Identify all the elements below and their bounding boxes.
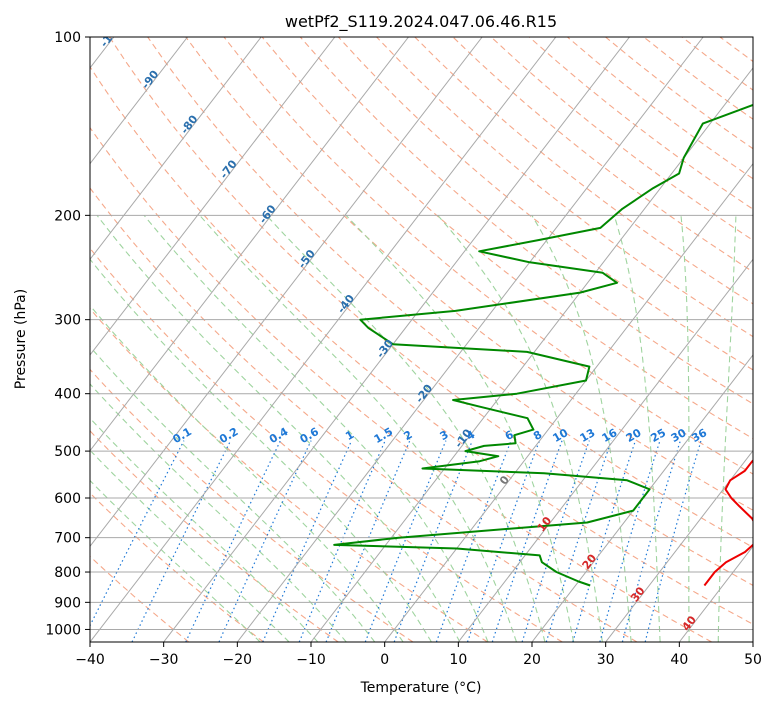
isotherm-line bbox=[90, 37, 336, 356]
x-tick-label: 50 bbox=[744, 652, 762, 668]
x-tick-label: 20 bbox=[523, 652, 541, 668]
dry-adiabat bbox=[90, 126, 712, 642]
mixing-ratio-line bbox=[466, 440, 541, 642]
y-tick-label: 800 bbox=[54, 565, 81, 581]
x-tick-label: −20 bbox=[223, 652, 253, 668]
dry-adiabat bbox=[185, 37, 753, 511]
plot-frame bbox=[89, 36, 754, 643]
moist-adiabats bbox=[90, 214, 737, 642]
dry-adiabat bbox=[414, 37, 753, 305]
mixing-ratio-lines bbox=[90, 440, 702, 642]
mixing-ratio-line bbox=[545, 440, 612, 642]
x-tick-label: 40 bbox=[670, 652, 688, 668]
isotherm-line bbox=[310, 67, 753, 642]
moist-adiabat bbox=[680, 215, 690, 642]
moist-adiabat bbox=[345, 214, 575, 642]
isotherm-line bbox=[605, 449, 753, 642]
y-tick-label: 900 bbox=[54, 595, 81, 611]
y-tick-label: 1000 bbox=[45, 622, 81, 638]
moist-adiabat bbox=[90, 479, 261, 642]
x-tick-label: 0 bbox=[380, 652, 389, 668]
x-tick-label: −10 bbox=[296, 652, 326, 668]
y-axis: 100 200 300 400 500 600 700 800 900 1000 bbox=[45, 30, 90, 638]
moist-adiabat bbox=[531, 215, 632, 642]
y-tick-label: 500 bbox=[54, 444, 81, 460]
dry-adiabat bbox=[90, 65, 753, 625]
isotherm-line bbox=[90, 37, 483, 548]
isobars bbox=[90, 37, 753, 630]
isotherm-line bbox=[531, 354, 753, 642]
dry-adiabat bbox=[90, 247, 563, 642]
isotherm-line bbox=[236, 37, 704, 642]
mixing-ratio-line bbox=[364, 440, 447, 642]
mixing-ratio-line bbox=[491, 440, 563, 642]
profiles bbox=[333, 103, 753, 587]
dry-adiabat bbox=[90, 307, 488, 642]
dry-adiabats bbox=[90, 37, 753, 642]
dry-adiabat bbox=[90, 555, 190, 642]
y-tick-label: 100 bbox=[54, 30, 81, 46]
mixing-ratio-line bbox=[325, 440, 411, 642]
y-axis-title: Pressure (hPa) bbox=[13, 289, 29, 389]
mixing-ratio-line bbox=[521, 440, 590, 642]
isotherm-line bbox=[90, 37, 409, 452]
dry-adiabat bbox=[109, 37, 753, 586]
mixing-ratio-line bbox=[131, 440, 232, 642]
dry-adiabat bbox=[337, 37, 753, 371]
isotherm-line bbox=[90, 37, 188, 165]
moist-adiabat bbox=[90, 345, 376, 642]
y-tick-label: 300 bbox=[54, 313, 81, 329]
isotherm-line bbox=[457, 258, 753, 642]
isotherm-line bbox=[90, 37, 262, 261]
y-tick-label: 700 bbox=[54, 531, 81, 547]
isotherm-line bbox=[90, 37, 557, 642]
isotherm-line bbox=[384, 162, 753, 642]
dry-adiabat bbox=[376, 37, 753, 338]
moist-adiabat bbox=[96, 214, 461, 642]
mixing-ratio-line bbox=[572, 440, 636, 642]
y-tick-label: 200 bbox=[54, 208, 81, 224]
x-tick-label: −30 bbox=[149, 652, 179, 668]
isotherms bbox=[90, 37, 753, 642]
y-tick-label: 600 bbox=[54, 491, 81, 507]
dewpoint-line bbox=[333, 103, 753, 587]
x-axis: −40 −30 −20 −10 0 10 20 30 40 50 bbox=[75, 642, 762, 668]
mixing-ratio-line bbox=[435, 440, 512, 642]
dry-adiabat bbox=[299, 37, 753, 405]
moist-adiabat bbox=[265, 214, 546, 642]
moist-adiabat bbox=[717, 215, 737, 642]
moist-adiabat bbox=[613, 215, 661, 642]
x-tick-label: 10 bbox=[449, 652, 467, 668]
moist-adiabat bbox=[90, 258, 432, 642]
x-tick-label: 30 bbox=[597, 652, 615, 668]
moist-adiabat bbox=[90, 383, 347, 642]
mixing-ratio-line bbox=[90, 440, 185, 628]
x-tick-label: −40 bbox=[75, 652, 105, 668]
dry-adiabat bbox=[90, 187, 638, 642]
y-tick-label: 400 bbox=[54, 387, 81, 403]
moist-adiabat bbox=[90, 417, 319, 642]
moist-adiabat bbox=[437, 214, 603, 642]
mixing-ratio-line bbox=[185, 440, 281, 642]
x-axis-title: Temperature (°C) bbox=[360, 680, 482, 696]
isotherm-line bbox=[163, 37, 630, 642]
plot-area: -100-90-80-70-60-50-40-30-20-10010203040… bbox=[90, 37, 753, 642]
chart-title: wetPf2_S119.2024.047.06.46.R15 bbox=[285, 12, 557, 32]
